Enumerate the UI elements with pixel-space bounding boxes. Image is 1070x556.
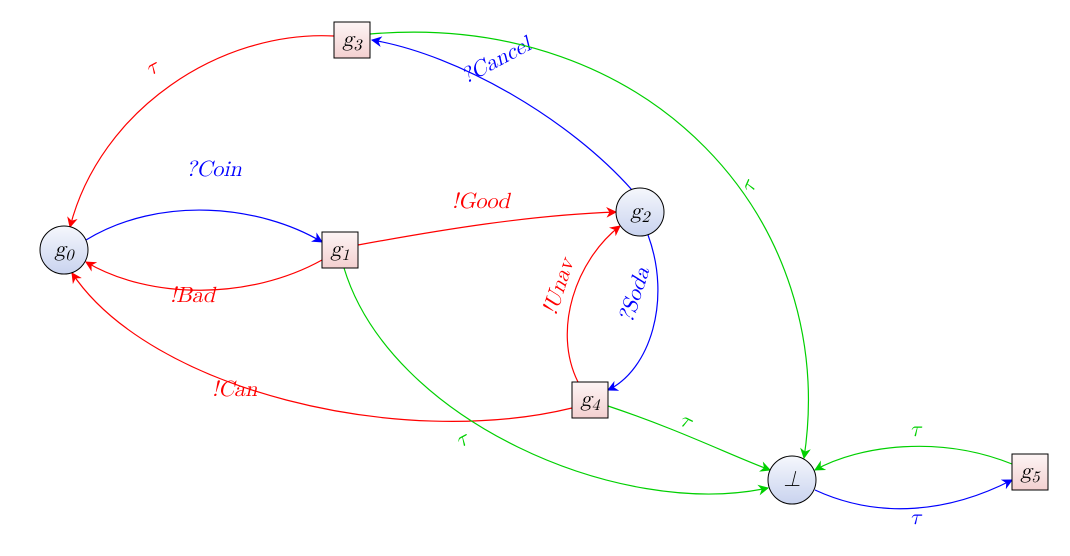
edge-label-e_tau_g3b: τ	[736, 175, 761, 196]
edge-e_coin	[86, 210, 322, 242]
edge-label-e_tau_g1b: τ	[452, 427, 474, 453]
node-g0: g0	[40, 226, 88, 274]
edge-label-e_tau_g4b: τ	[676, 409, 697, 434]
edge-label-e_unav: !Unav	[540, 254, 579, 318]
node-label-bot: ⊥	[783, 469, 800, 491]
edge-e_unav	[567, 226, 620, 382]
node-bot: ⊥	[768, 456, 816, 504]
edge-label-e_cancel: ?Cancel	[458, 33, 536, 89]
edge-e_tau_g5b	[815, 446, 1012, 470]
edge-label-e_coin: ?Coin	[186, 159, 242, 181]
edge-e_tau_bg5	[815, 480, 1012, 509]
edge-label-e_tau_g3: τ	[142, 55, 164, 81]
node-g3: g3	[334, 22, 370, 58]
node-g1: g1	[322, 232, 358, 268]
diagram-canvas: ?Coin !Bad !Good ?Cancel τ ?Soda !Unav !Can τ τ τ τ…	[0, 0, 1070, 556]
edge-e_good	[358, 212, 616, 245]
edge-label-e_tau_bg5: τ	[910, 507, 923, 529]
node-g2: g2	[616, 188, 664, 236]
edge-e_tau_g3	[70, 36, 334, 227]
edge-label-e_tau_g5b: τ	[910, 419, 923, 441]
node-g4: g4	[572, 382, 608, 418]
edge-e_can	[72, 273, 572, 421]
edge-label-e_good: !Good	[452, 191, 511, 213]
node-g5: g5	[1012, 454, 1048, 490]
edge-label-e_can: !Can	[212, 379, 258, 401]
edge-label-e_soda: ?Soda	[616, 264, 655, 326]
edge-label-e_bad: !Bad	[170, 285, 217, 307]
edges-layer: ?Coin !Bad !Good ?Cancel τ ?Soda !Unav !Can τ τ τ τ…	[70, 32, 1012, 529]
nodes-layer: g0 g1 g2 g3 g4 ⊥ g5	[40, 22, 1048, 504]
